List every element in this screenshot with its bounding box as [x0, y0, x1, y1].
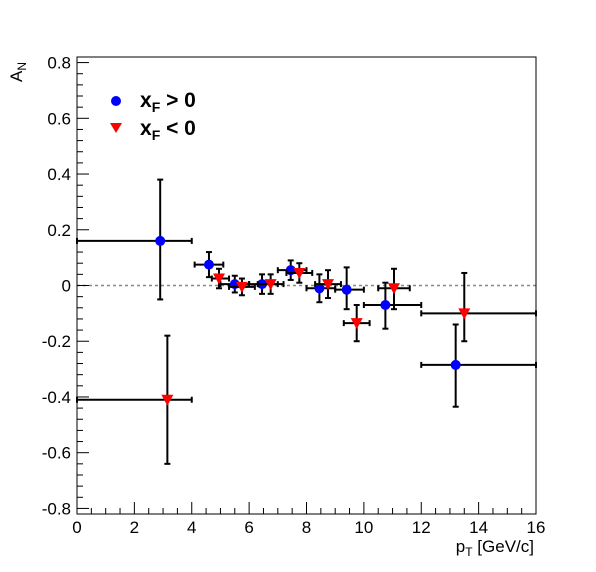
legend-label-rest: > 0 [160, 89, 196, 112]
x-axis-label-unit: [GeV/c] [473, 537, 534, 556]
legend-entry-xf-negative: xF < 0 [110, 117, 196, 143]
x-tick-label: 6 [244, 518, 253, 537]
y-axis: -0.8 -0.6 -0.4 -0.2 0 0.2 0.4 0.6 0.8 [42, 54, 89, 518]
x-axis-label: pT [GeV/c] [456, 537, 534, 559]
data-point-triangle [161, 394, 174, 406]
data-point-triangle [235, 281, 248, 293]
data-point-circle [155, 235, 166, 246]
y-tick-label: 0.2 [47, 221, 71, 240]
x-tick-label: 8 [302, 518, 311, 537]
x-tick-label: 12 [412, 518, 431, 537]
y-tick-label: -0.2 [42, 332, 71, 351]
legend-marker-triangle [110, 123, 122, 133]
legend-entry-xf-positive: xF > 0 [111, 89, 196, 115]
x-tick-label: 10 [354, 518, 373, 537]
y-tick-label: 0 [62, 277, 71, 296]
x-tick-label: 0 [72, 518, 81, 537]
data-point-circle [203, 259, 214, 270]
y-axis-label-sub: N [15, 62, 29, 71]
data-point-circle [314, 283, 325, 294]
x-tick-label: 2 [130, 518, 139, 537]
data-point-circle [450, 359, 461, 370]
legend-label-rest: < 0 [160, 117, 196, 140]
y-axis-label: AN [7, 62, 29, 82]
x-tick-label: 16 [527, 518, 546, 537]
series-xf-negative [76, 262, 537, 465]
series-layer [76, 178, 537, 465]
legend-label-sub: F [152, 99, 161, 115]
data-point-circle [380, 300, 391, 311]
y-tick-label: -0.8 [42, 499, 71, 518]
x-tick-label: 14 [469, 518, 488, 537]
data-point-triangle [264, 279, 277, 291]
y-tick-label: -0.6 [42, 444, 71, 463]
y-tick-label: 0.6 [47, 109, 71, 128]
y-tick-label: 0.4 [47, 165, 71, 184]
series-xf-positive [76, 178, 537, 408]
y-tick-label: -0.4 [42, 388, 71, 407]
legend-label-xf-positive: xF > 0 [140, 89, 196, 115]
x-axis: 0 2 4 6 8 10 12 14 16 [72, 502, 545, 537]
x-axis-label-sub: T [465, 545, 473, 559]
legend: xF > 0 xF < 0 [110, 89, 196, 143]
data-point-circle [341, 284, 352, 295]
x-tick-label: 4 [187, 518, 196, 537]
legend-label-main: x [140, 117, 152, 140]
legend-label-xf-negative: xF < 0 [140, 117, 196, 143]
y-axis-label-main: A [7, 70, 26, 82]
data-point-triangle [350, 318, 363, 330]
legend-label-main: x [140, 89, 152, 112]
data-point-triangle [322, 279, 335, 291]
x-axis-label-main: p [456, 537, 465, 556]
data-point-triangle [293, 267, 306, 279]
y-tick-label: 0.8 [47, 54, 71, 73]
data-point-triangle [213, 273, 226, 285]
legend-marker-circle [111, 96, 121, 106]
legend-label-sub: F [152, 127, 161, 143]
data-point-triangle [458, 308, 471, 320]
data-point-triangle [387, 283, 400, 295]
